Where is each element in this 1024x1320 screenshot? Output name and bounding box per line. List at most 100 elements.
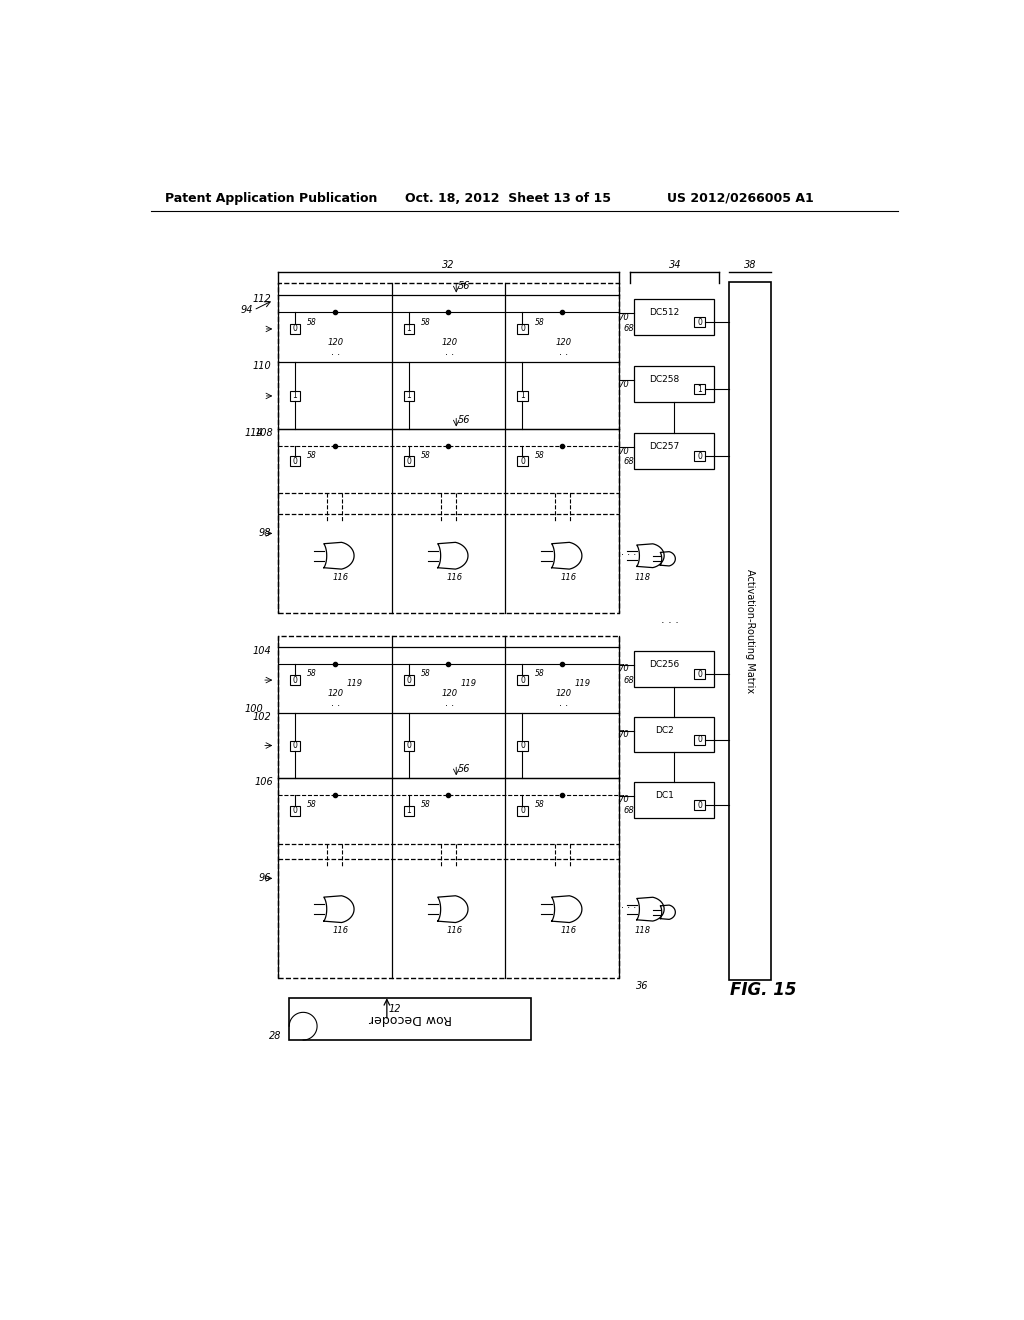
Bar xyxy=(634,717,714,752)
Text: 118: 118 xyxy=(635,927,650,935)
Text: 12: 12 xyxy=(388,1005,400,1014)
Text: 119: 119 xyxy=(574,680,591,689)
Bar xyxy=(278,636,620,978)
Text: DC1: DC1 xyxy=(655,791,674,800)
Text: 114: 114 xyxy=(245,428,263,438)
Text: Oct. 18, 2012  Sheet 13 of 15: Oct. 18, 2012 Sheet 13 of 15 xyxy=(404,191,610,205)
Text: 58: 58 xyxy=(421,450,430,459)
Text: 0: 0 xyxy=(407,676,411,685)
Bar xyxy=(694,669,705,680)
Polygon shape xyxy=(660,552,675,566)
Bar xyxy=(634,651,714,686)
Text: DC2: DC2 xyxy=(655,726,674,735)
Text: 58: 58 xyxy=(307,669,316,678)
Text: . .: . . xyxy=(445,347,455,356)
Text: DC256: DC256 xyxy=(649,660,680,669)
Text: 116: 116 xyxy=(560,573,577,582)
Bar xyxy=(403,807,414,816)
Text: 70: 70 xyxy=(617,380,629,388)
Text: 68: 68 xyxy=(624,457,634,466)
Text: DC512: DC512 xyxy=(649,309,680,317)
Text: 0: 0 xyxy=(520,325,525,334)
Text: 116: 116 xyxy=(446,573,463,582)
Text: 0: 0 xyxy=(697,318,702,327)
Text: 0: 0 xyxy=(697,801,702,809)
Bar xyxy=(278,284,620,612)
Text: 58: 58 xyxy=(421,318,430,327)
Text: 1: 1 xyxy=(697,385,701,393)
Text: 1: 1 xyxy=(520,392,525,400)
Bar xyxy=(403,323,414,334)
Text: DC257: DC257 xyxy=(649,442,680,451)
Polygon shape xyxy=(437,543,468,569)
Text: 112: 112 xyxy=(253,294,271,305)
Text: 120: 120 xyxy=(328,338,344,347)
Text: 100: 100 xyxy=(245,704,263,714)
Text: 58: 58 xyxy=(535,318,545,327)
Text: 120: 120 xyxy=(328,689,344,698)
Text: 68: 68 xyxy=(624,807,634,816)
Bar xyxy=(403,741,414,751)
Text: 1: 1 xyxy=(407,325,411,334)
Text: 70: 70 xyxy=(617,796,629,804)
Bar xyxy=(694,800,705,810)
Text: 58: 58 xyxy=(307,800,316,809)
Text: Row Decoder: Row Decoder xyxy=(369,1012,452,1026)
Polygon shape xyxy=(660,906,675,919)
Text: 120: 120 xyxy=(441,338,458,347)
Bar xyxy=(517,457,527,466)
Text: 0: 0 xyxy=(520,807,525,816)
Bar xyxy=(290,391,300,401)
Bar xyxy=(517,391,527,401)
Text: 119: 119 xyxy=(347,680,364,689)
Bar xyxy=(694,317,705,327)
Bar xyxy=(517,741,527,751)
Text: 70: 70 xyxy=(617,730,629,739)
Text: 58: 58 xyxy=(535,800,545,809)
Text: US 2012/0266005 A1: US 2012/0266005 A1 xyxy=(667,191,814,205)
Text: . .: . . xyxy=(331,698,340,708)
Text: 1: 1 xyxy=(292,392,297,400)
Bar xyxy=(634,367,714,401)
Text: 70: 70 xyxy=(617,664,629,673)
Bar xyxy=(403,675,414,685)
Text: Activation-Routing Matrix: Activation-Routing Matrix xyxy=(744,569,755,693)
Text: 0: 0 xyxy=(292,325,297,334)
Text: . . .: . . . xyxy=(621,900,636,911)
Text: 0: 0 xyxy=(697,669,702,678)
Text: DC258: DC258 xyxy=(649,375,680,384)
Text: . . .: . . . xyxy=(621,546,636,557)
Text: 0: 0 xyxy=(697,735,702,744)
Bar xyxy=(634,781,714,817)
Bar xyxy=(517,323,527,334)
Bar xyxy=(694,451,705,461)
Text: 102: 102 xyxy=(253,711,271,722)
Text: 32: 32 xyxy=(442,260,455,269)
Text: 70: 70 xyxy=(617,446,629,455)
Bar xyxy=(290,457,300,466)
Text: 116: 116 xyxy=(333,573,349,582)
Polygon shape xyxy=(637,544,665,568)
Bar xyxy=(517,675,527,685)
Text: 1: 1 xyxy=(407,807,411,816)
Text: 56: 56 xyxy=(458,764,470,774)
Text: 0: 0 xyxy=(407,741,411,750)
Bar xyxy=(290,323,300,334)
Bar xyxy=(290,741,300,751)
Text: 0: 0 xyxy=(520,457,525,466)
Text: . . .: . . . xyxy=(662,615,679,626)
Text: 118: 118 xyxy=(635,573,650,582)
Text: 58: 58 xyxy=(421,800,430,809)
Text: 94: 94 xyxy=(241,305,254,315)
Polygon shape xyxy=(552,543,582,569)
Text: . .: . . xyxy=(445,698,455,708)
Text: 0: 0 xyxy=(697,451,702,461)
Bar xyxy=(403,457,414,466)
Text: 116: 116 xyxy=(333,927,349,935)
Text: 120: 120 xyxy=(441,689,458,698)
Bar xyxy=(517,807,527,816)
Text: 38: 38 xyxy=(743,260,756,269)
Text: 116: 116 xyxy=(446,927,463,935)
Text: 28: 28 xyxy=(269,1031,282,1041)
Text: 98: 98 xyxy=(259,528,271,539)
